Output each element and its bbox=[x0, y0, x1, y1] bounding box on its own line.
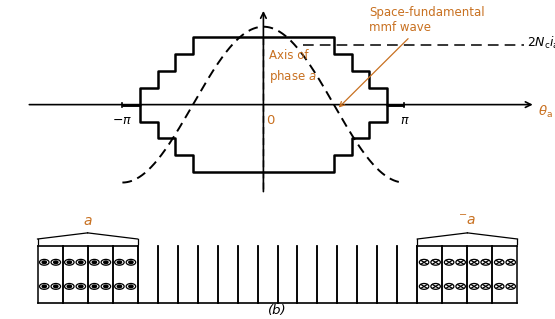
Circle shape bbox=[42, 261, 47, 263]
Text: $\theta_{\rm a}$: $\theta_{\rm a}$ bbox=[538, 104, 553, 120]
Circle shape bbox=[79, 261, 83, 263]
Text: $a$: $a$ bbox=[83, 214, 92, 228]
Circle shape bbox=[42, 285, 47, 288]
Circle shape bbox=[104, 261, 108, 263]
Text: $\mathregular{^{-}}a$: $\mathregular{^{-}}a$ bbox=[458, 214, 477, 228]
Circle shape bbox=[92, 285, 97, 288]
Circle shape bbox=[117, 285, 122, 288]
Circle shape bbox=[54, 261, 58, 263]
Text: Axis of
phase $a$: Axis of phase $a$ bbox=[269, 49, 317, 85]
Circle shape bbox=[129, 261, 133, 263]
Text: $-\pi$: $-\pi$ bbox=[112, 114, 133, 127]
Text: Space-fundamental
mmf wave: Space-fundamental mmf wave bbox=[340, 6, 485, 107]
Circle shape bbox=[54, 285, 58, 288]
Text: $\pi$: $\pi$ bbox=[400, 114, 409, 127]
Circle shape bbox=[67, 285, 72, 288]
Circle shape bbox=[79, 285, 83, 288]
Circle shape bbox=[104, 285, 108, 288]
Circle shape bbox=[67, 261, 72, 263]
Text: (b): (b) bbox=[268, 304, 287, 317]
Circle shape bbox=[92, 261, 97, 263]
Text: $2N_{\rm c}i_{\rm a}$: $2N_{\rm c}i_{\rm a}$ bbox=[527, 35, 555, 51]
Circle shape bbox=[117, 261, 122, 263]
Text: 0: 0 bbox=[266, 114, 275, 127]
Circle shape bbox=[129, 285, 133, 288]
